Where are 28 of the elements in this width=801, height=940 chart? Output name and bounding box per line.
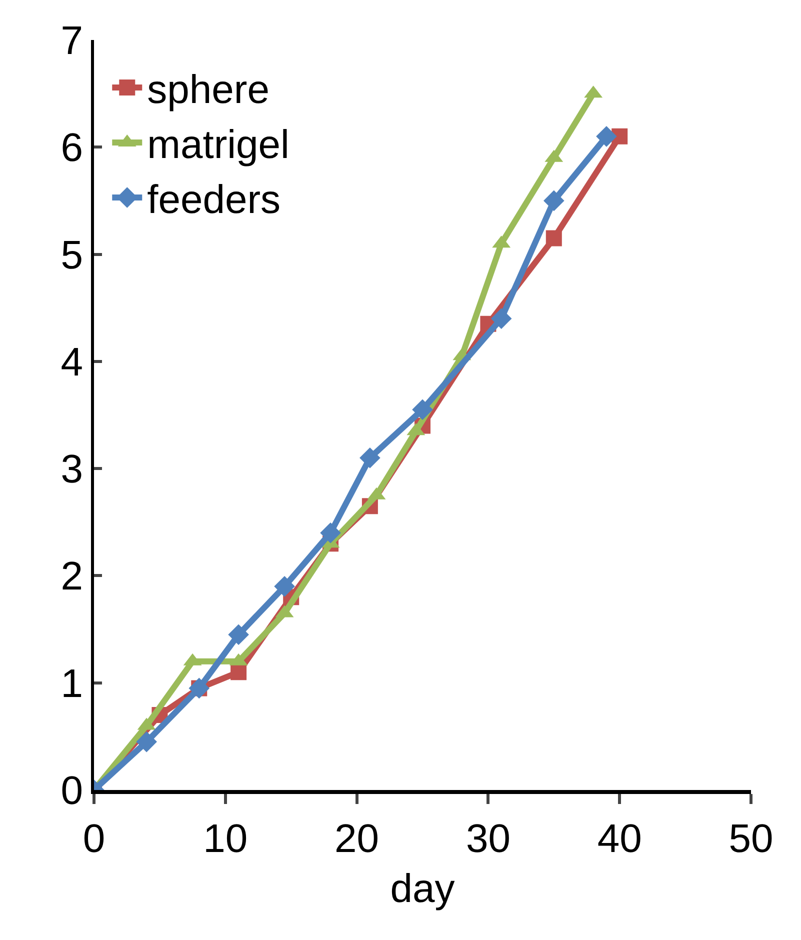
y-tick-label: 6 [60, 126, 83, 170]
y-tick-label: 1 [60, 662, 83, 706]
y-tick-label: 7 [60, 19, 83, 63]
y-tick-label: 0 [60, 769, 83, 813]
x-tick-label: 30 [466, 817, 510, 861]
point [320, 522, 341, 544]
y-tick-label: 5 [60, 233, 83, 278]
x-tick-label: 50 [728, 817, 774, 861]
point [490, 308, 512, 329]
y-tick-label: 2 [60, 554, 83, 599]
x-tick-label: 20 [334, 817, 380, 861]
point [596, 126, 617, 147]
point [412, 399, 433, 420]
y-tick-label: 3 [60, 448, 83, 492]
y-tick-label: 4 [60, 340, 83, 384]
x-tick-label: 40 [597, 817, 642, 861]
point [136, 731, 157, 752]
point [360, 447, 380, 468]
point [546, 230, 562, 246]
point [274, 576, 295, 597]
legend-label: matrigel [147, 123, 290, 168]
point [230, 664, 247, 680]
x-axis-title: day [390, 867, 455, 911]
point [544, 190, 564, 212]
x-tick-label: 10 [203, 817, 248, 861]
legend-label: sphere [147, 68, 270, 112]
legend-label: feeders [147, 178, 281, 222]
point [228, 624, 249, 646]
